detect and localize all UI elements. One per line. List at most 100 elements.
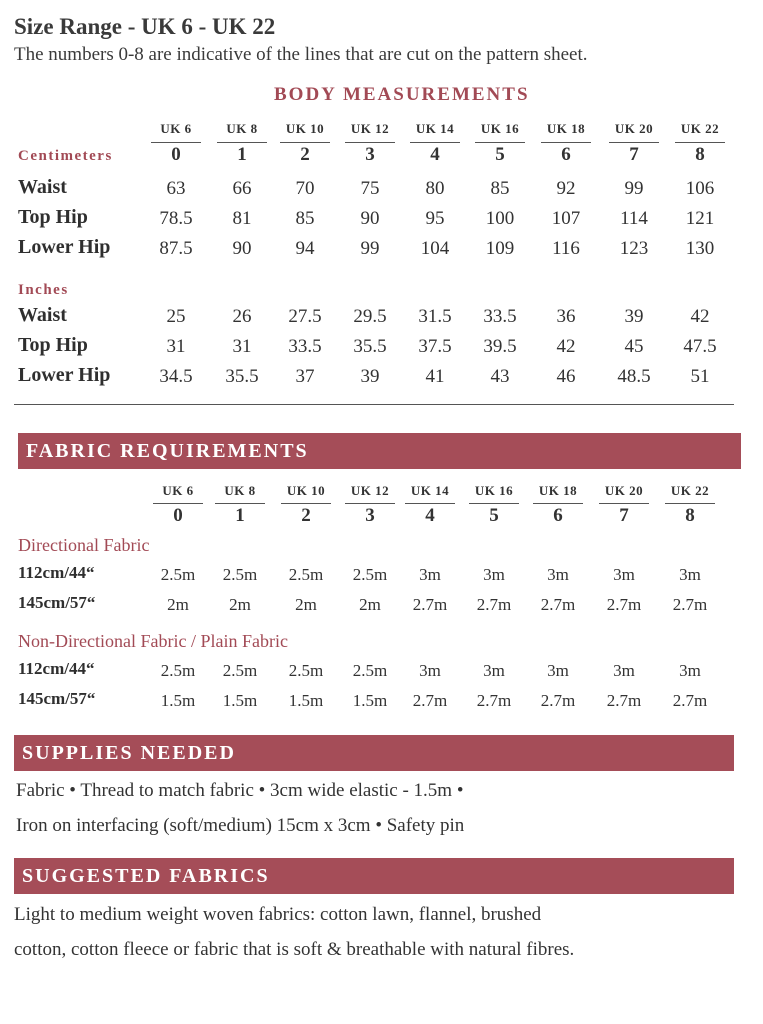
size-name: UK 6 <box>162 483 194 498</box>
size-line-number: 4 <box>405 503 455 527</box>
size-line-number: 4 <box>410 142 460 166</box>
table-cell: 2.7m <box>540 691 576 710</box>
table-cell: 90 <box>232 238 252 259</box>
size-name: UK 16 <box>480 121 520 136</box>
size-line-number: 2 <box>280 142 330 166</box>
size-line-number: 0 <box>151 142 201 166</box>
size-line-number: 7 <box>599 503 649 527</box>
size-line-number: 3 <box>345 503 395 527</box>
table-cell: 31 <box>166 336 186 357</box>
page-subtitle: The numbers 0-8 are indicative of the li… <box>14 44 588 65</box>
table-cell: 123 <box>619 238 649 259</box>
table-cell: 34.5 <box>159 366 193 387</box>
table-cell: 109 <box>485 238 515 259</box>
row-label: 112cm/44“ <box>18 659 95 678</box>
table-cell: 33.5 <box>483 306 517 327</box>
table-cell: 46 <box>556 366 576 387</box>
table-cell: 41 <box>425 366 445 387</box>
table-cell: 114 <box>620 208 648 229</box>
table-cell: 106 <box>685 178 715 199</box>
table-cell: 107 <box>551 208 581 229</box>
size-name: UK 12 <box>350 121 390 136</box>
table-cell: 2.7m <box>606 595 642 614</box>
table-cell: 80 <box>425 178 445 199</box>
suggested-fabrics-line-1: Light to medium weight woven fabrics: co… <box>14 904 542 925</box>
table-cell: 78.5 <box>159 208 193 229</box>
size-name: UK 14 <box>415 121 455 136</box>
table-cell: 27.5 <box>288 306 322 327</box>
table-cell: 3m <box>419 661 441 680</box>
table-cell: 3m <box>419 565 441 584</box>
size-name: UK 22 <box>670 483 710 498</box>
non-directional-fabric-label: Non-Directional Fabric / Plain Fabric <box>18 631 288 651</box>
size-line-number: 1 <box>215 503 265 527</box>
table-cell: 92 <box>556 178 576 199</box>
size-name: UK 12 <box>350 483 390 498</box>
size-name: UK 10 <box>285 121 325 136</box>
page-title: Size Range - UK 6 - UK 22 <box>14 14 276 39</box>
section-divider <box>14 404 734 405</box>
directional-fabric-label: Directional Fabric <box>18 535 150 555</box>
size-name: UK 20 <box>604 483 644 498</box>
table-cell: 2.5m <box>352 565 388 584</box>
table-cell: 90 <box>360 208 380 229</box>
table-cell: 2.7m <box>672 595 708 614</box>
table-cell: 3m <box>613 565 635 584</box>
size-line-number: 5 <box>469 503 519 527</box>
table-cell: 35.5 <box>225 366 259 387</box>
table-cell: 36 <box>556 306 576 327</box>
table-cell: 2.5m <box>160 565 196 584</box>
inches-label: Inches <box>18 282 69 298</box>
table-cell: 63 <box>166 178 186 199</box>
row-label: 145cm/57“ <box>18 593 96 612</box>
row-label: Lower Hip <box>18 364 111 386</box>
table-cell: 99 <box>624 178 644 199</box>
table-cell: 39.5 <box>483 336 517 357</box>
table-cell: 3m <box>679 565 701 584</box>
table-cell: 47.5 <box>683 336 717 357</box>
size-line-number: 3 <box>345 142 395 166</box>
table-cell: 25 <box>166 306 186 327</box>
table-cell: 2.5m <box>222 565 258 584</box>
supplies-line-1: Fabric • Thread to match fabric • 3cm wi… <box>16 780 464 801</box>
table-cell: 2.5m <box>288 565 324 584</box>
table-cell: 2m <box>167 595 189 614</box>
body-measurements-heading: BODY MEASUREMENTS <box>274 84 530 105</box>
row-label: 145cm/57“ <box>18 689 96 708</box>
table-cell: 66 <box>232 178 252 199</box>
row-label: 112cm/44“ <box>18 563 95 582</box>
table-cell: 2m <box>295 595 317 614</box>
table-cell: 3m <box>547 661 569 680</box>
table-cell: 2.5m <box>222 661 258 680</box>
table-cell: 81 <box>232 208 252 229</box>
size-name: UK 20 <box>614 121 654 136</box>
table-cell: 3m <box>679 661 701 680</box>
centimeters-label: Centimeters <box>18 148 113 164</box>
table-cell: 42 <box>556 336 576 357</box>
supplies-line-2: Iron on interfacing (soft/medium) 15cm x… <box>16 815 465 836</box>
row-label: Waist <box>18 176 67 198</box>
table-cell: 39 <box>360 366 380 387</box>
table-cell: 87.5 <box>159 238 193 259</box>
table-cell: 39 <box>624 306 644 327</box>
table-cell: 42 <box>690 306 710 327</box>
suggested-fabrics-banner: SUGGESTED FABRICS <box>14 858 734 894</box>
supplies-banner: SUPPLIES NEEDED <box>14 735 734 771</box>
table-cell: 1.5m <box>222 691 258 710</box>
size-name: UK 14 <box>410 483 450 498</box>
size-line-number: 6 <box>533 503 583 527</box>
table-cell: 2.7m <box>412 595 448 614</box>
row-label: Top Hip <box>18 206 88 228</box>
size-line-number: 6 <box>541 142 591 166</box>
fabric-requirements-banner: FABRIC REQUIREMENTS <box>18 433 741 469</box>
table-cell: 3m <box>483 565 505 584</box>
table-cell: 3m <box>483 661 505 680</box>
table-cell: 2.7m <box>412 691 448 710</box>
table-cell: 99 <box>360 238 380 259</box>
table-cell: 45 <box>624 336 644 357</box>
table-cell: 2.5m <box>352 661 388 680</box>
table-cell: 104 <box>420 238 450 259</box>
table-cell: 85 <box>295 208 315 229</box>
table-cell: 2.7m <box>476 691 512 710</box>
table-cell: 1.5m <box>352 691 388 710</box>
